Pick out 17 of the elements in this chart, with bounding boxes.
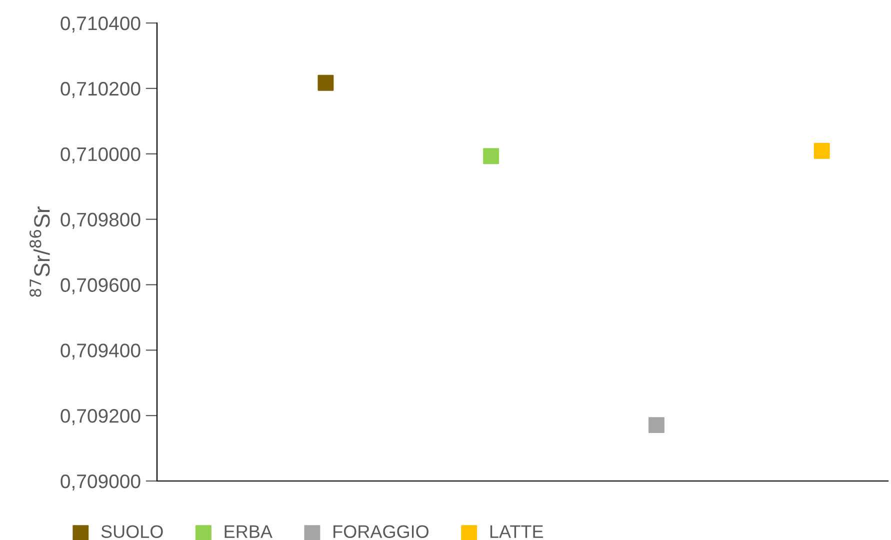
y-tick-label: 0,710000 [60,147,140,164]
point [648,417,664,434]
y-tick-label: 0,709600 [60,278,140,294]
legend-label: ERBA [224,525,272,538]
y-tick-label: 0,710200 [60,82,140,98]
point [814,142,830,159]
legend-label: LATTE [490,525,544,538]
point [483,148,500,164]
y-tick-label: 0,709400 [60,344,140,360]
point [318,74,334,91]
y-axis-title: $^{87}$Sr/$^{86}$Sr [30,206,50,297]
legend-label: FORAGGIO [334,525,429,538]
y-tick-label: 0,709800 [60,212,140,229]
y-tick-label: 0,709200 [60,409,140,426]
y-tick-label: 0,709000 [60,474,140,491]
legend-label: SUOLO [101,525,163,538]
y-tick-label: 0,710400 [60,16,140,33]
